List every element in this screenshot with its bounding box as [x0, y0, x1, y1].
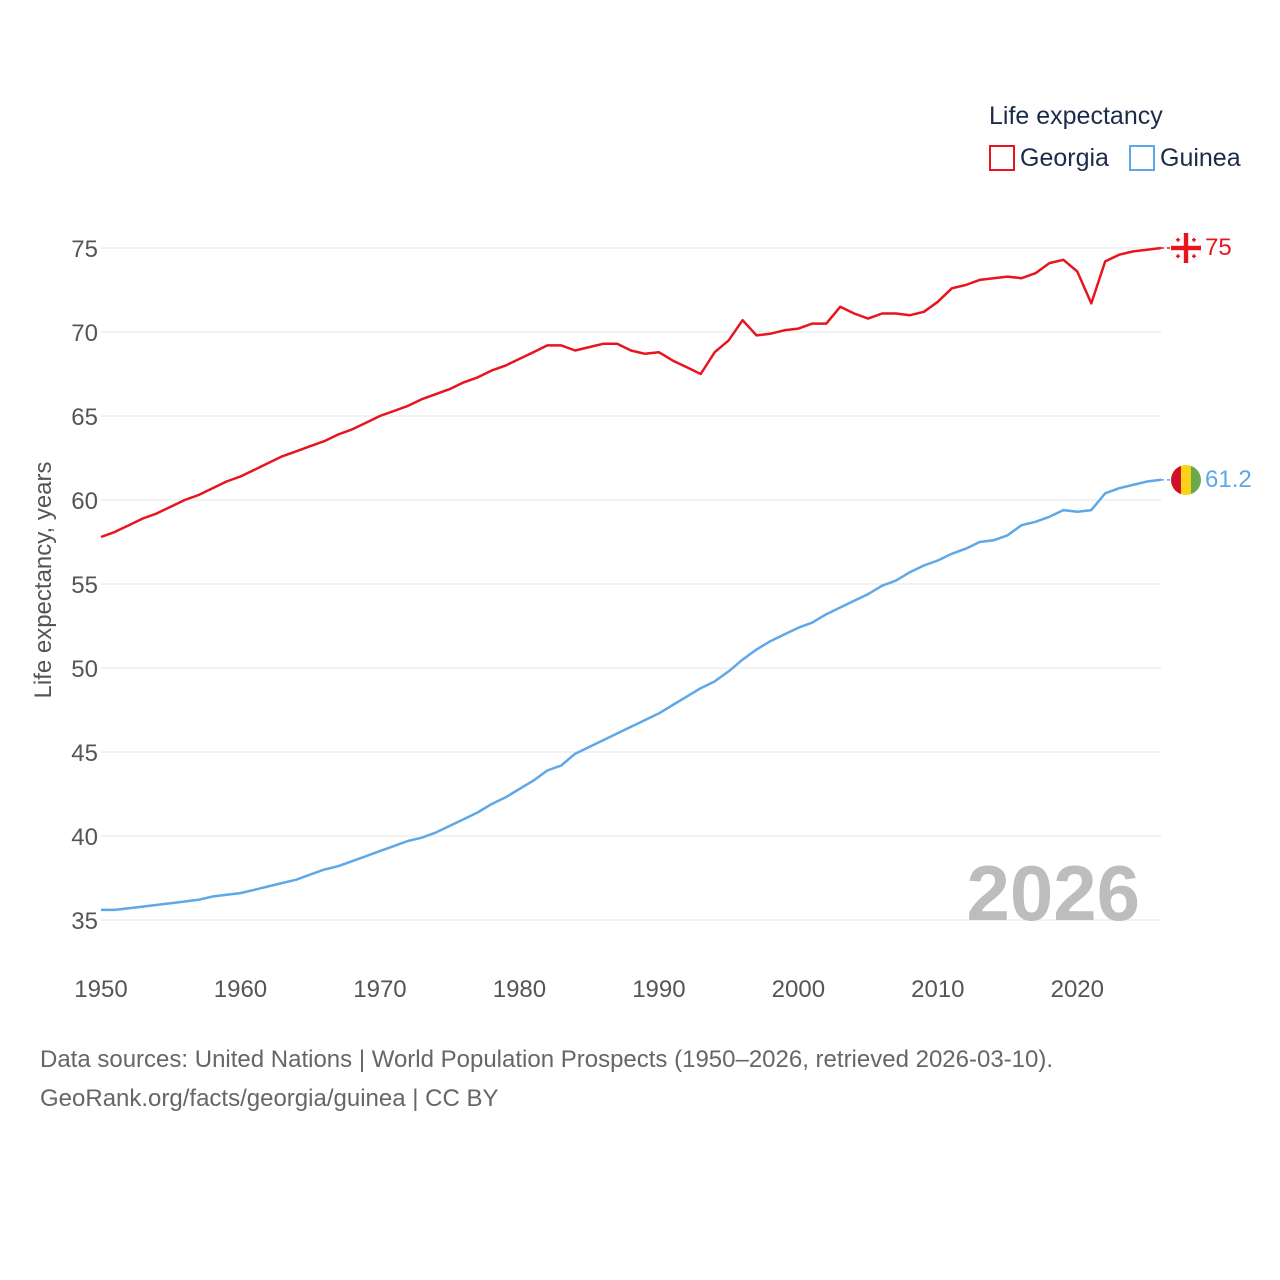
- series-line-georgia[interactable]: [100, 246, 1162, 539]
- x-tick-label: 1970: [353, 976, 406, 1003]
- x-tick-label: 2000: [772, 976, 825, 1003]
- y-tick-label: 65: [71, 404, 98, 431]
- credit-link[interactable]: GeoRank.org/facts/georgia/guinea | CC BY: [40, 1085, 499, 1112]
- y-tick-label: 60: [71, 488, 98, 515]
- legend-label-guinea: Guinea: [1160, 144, 1241, 172]
- y-axis-label: Life expectancy, years: [30, 461, 57, 698]
- guinea-end-value: 61.2: [1205, 466, 1252, 493]
- legend-item-georgia[interactable]: Georgia: [989, 144, 1109, 172]
- data-sources: Data sources: United Nations | World Pop…: [40, 1046, 1054, 1073]
- line-chart: 35 40 45 50 55 60 65 70 75 1950 1960 1970 1980 1990 2…: [30, 102, 1252, 1003]
- x-tick-label: 1960: [214, 976, 267, 1003]
- series-line-guinea[interactable]: [101, 478, 1162, 912]
- y-tick-label: 55: [71, 572, 98, 599]
- y-tick-label: 35: [71, 908, 98, 935]
- legend-label-georgia: Georgia: [1020, 144, 1109, 172]
- x-tick-label: 1950: [74, 976, 127, 1003]
- series-lines: [100, 246, 1172, 912]
- x-tick-label: 2010: [911, 976, 964, 1003]
- y-axis-ticks: 35 40 45 50 55 60 65 70 75: [71, 236, 98, 935]
- legend-swatch-guinea: [1129, 145, 1155, 171]
- legend-swatch-georgia: [989, 145, 1015, 171]
- y-tick-label: 40: [71, 824, 98, 851]
- gridlines: [101, 247, 1161, 921]
- y-tick-label: 70: [71, 320, 98, 347]
- legend-item-guinea[interactable]: Guinea: [1129, 144, 1241, 172]
- x-axis-ticks: 1950 1960 1970 1980 1990 2000 2010 2020: [74, 976, 1104, 1003]
- year-watermark: 2026: [966, 849, 1140, 937]
- y-tick-label: 50: [71, 656, 98, 683]
- georgia-end-value: 75: [1205, 234, 1232, 261]
- guinea-flag-icon: [1171, 465, 1201, 495]
- legend-title: Life expectancy: [989, 102, 1163, 130]
- georgia-flag-icon: [1170, 232, 1202, 264]
- x-tick-label: 1980: [493, 976, 546, 1003]
- x-tick-label: 2020: [1051, 976, 1104, 1003]
- legend: Life expectancy Georgia Guinea: [989, 102, 1241, 172]
- x-tick-label: 1990: [632, 976, 685, 1003]
- y-tick-label: 45: [71, 740, 98, 767]
- y-tick-label: 75: [71, 236, 98, 263]
